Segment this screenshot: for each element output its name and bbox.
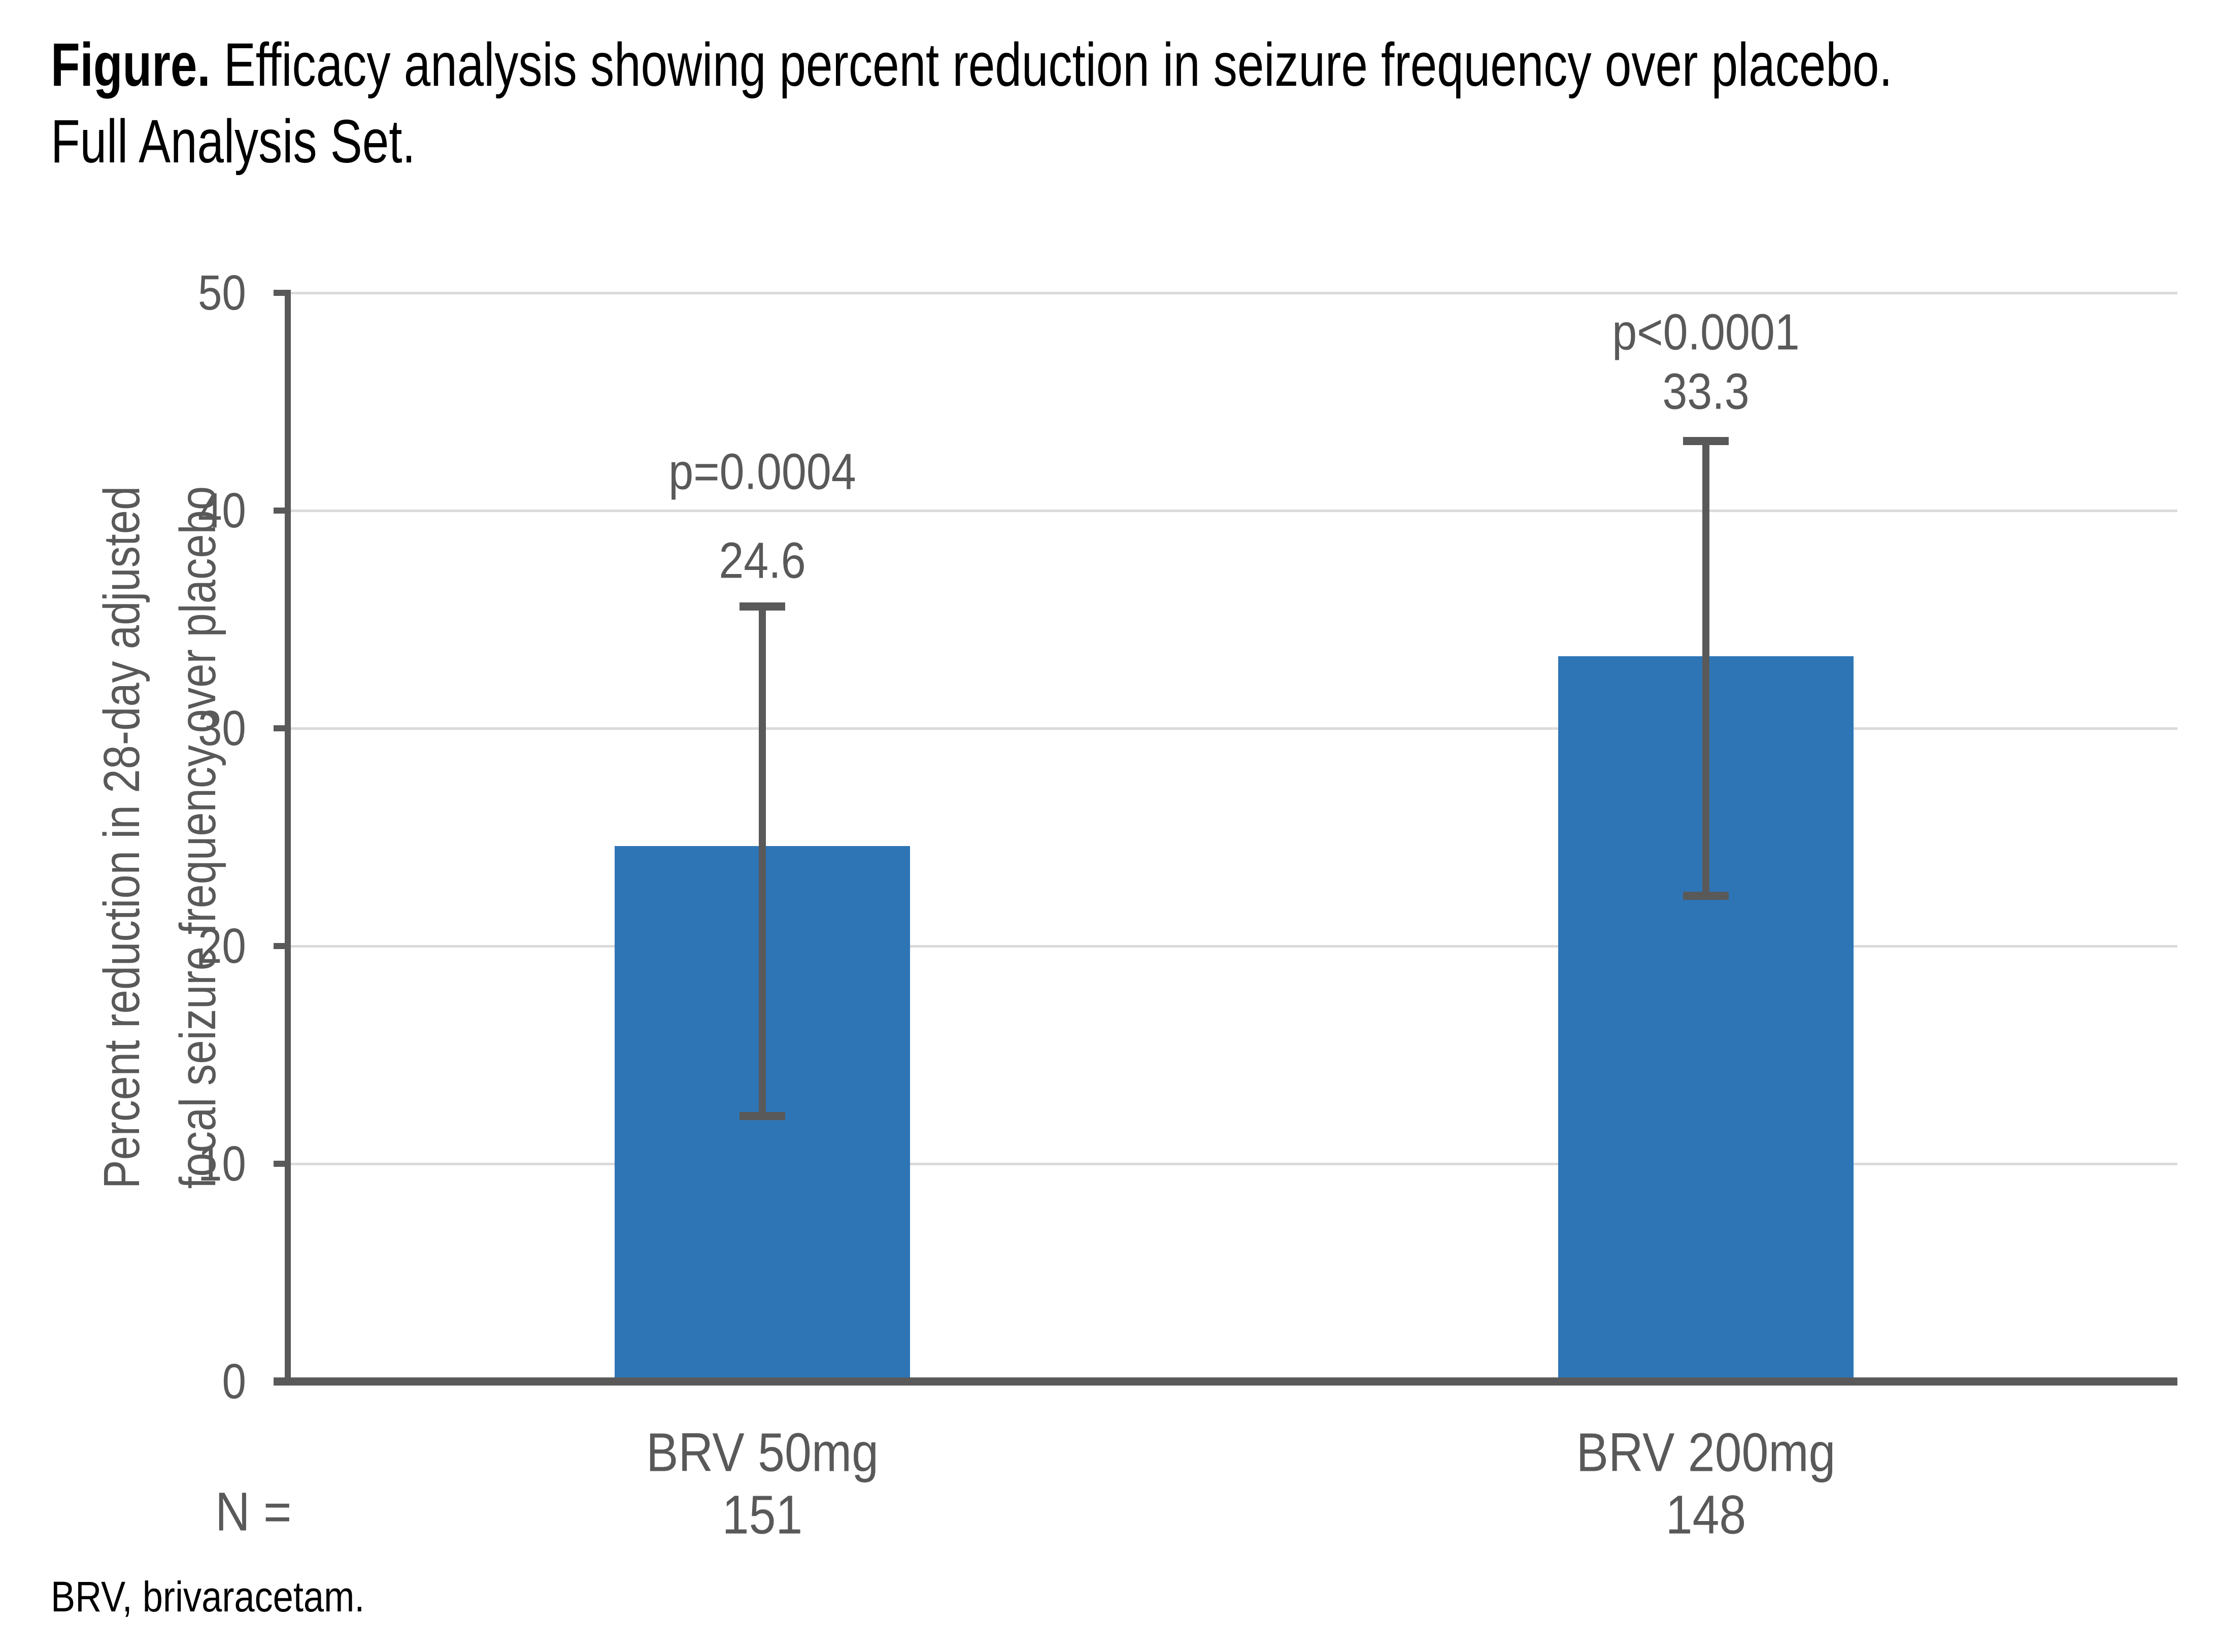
- error-bar-bottom-cap-brv-50mg: [739, 1111, 786, 1120]
- gridline-30: [291, 727, 2177, 730]
- n-value-brv-50mg: 151: [722, 1484, 803, 1545]
- error-bar-bottom-cap-brv-200mg: [1683, 892, 1729, 900]
- x-axis-line: [274, 1377, 2177, 1386]
- gridline-50: [291, 292, 2177, 294]
- error-bar-top-cap-brv-200mg: [1683, 436, 1729, 445]
- y-tick-label-50: 50: [198, 265, 246, 320]
- bar-value-label-brv-50mg: 24.6: [719, 532, 806, 589]
- y-tick-label-30: 30: [198, 700, 246, 756]
- category-label-brv-50mg: BRV 50mg: [646, 1421, 879, 1483]
- footnote: BRV, brivaracetam.: [51, 1573, 365, 1621]
- error-bar-line-brv-50mg: [759, 606, 766, 1116]
- p-value-label-brv-50mg: p=0.0004: [668, 443, 856, 500]
- y-tick-label-40: 40: [198, 483, 246, 538]
- y-tick-label-10: 10: [198, 1136, 246, 1191]
- figure-title-prefix: Figure.: [51, 30, 211, 99]
- plot-area: p=0.0004 24.6 p<0.0001 33.3: [274, 290, 2177, 1386]
- figure-title-line2: Full Analysis Set.: [51, 107, 416, 176]
- y-axis-tick-labels: 0 10 20 30 40 50: [0, 265, 246, 1409]
- y-tick-label-20: 20: [198, 918, 246, 973]
- n-equals-label: N =: [215, 1480, 292, 1542]
- y-tick-label-0: 0: [222, 1354, 246, 1409]
- y-axis-line: [285, 293, 291, 1386]
- gridline-40: [291, 510, 2177, 512]
- figure-title-rest: Efficacy analysis showing percent reduct…: [210, 30, 1893, 99]
- category-label-brv-200mg: BRV 200mg: [1576, 1421, 1836, 1483]
- figure-title-line1: Figure. Efficacy analysis showing percen…: [51, 26, 1892, 103]
- error-bar-line-brv-200mg: [1702, 441, 1709, 896]
- gridline-20: [291, 945, 2177, 948]
- gridline-10: [291, 1163, 2177, 1165]
- n-value-brv-200mg: 148: [1665, 1484, 1746, 1545]
- bar-value-label-brv-200mg: 33.3: [1662, 363, 1750, 420]
- p-value-label-brv-200mg: p<0.0001: [1612, 304, 1800, 361]
- figure-title: Figure. Efficacy analysis showing percen…: [51, 26, 1892, 180]
- error-bar-top-cap-brv-50mg: [739, 602, 786, 611]
